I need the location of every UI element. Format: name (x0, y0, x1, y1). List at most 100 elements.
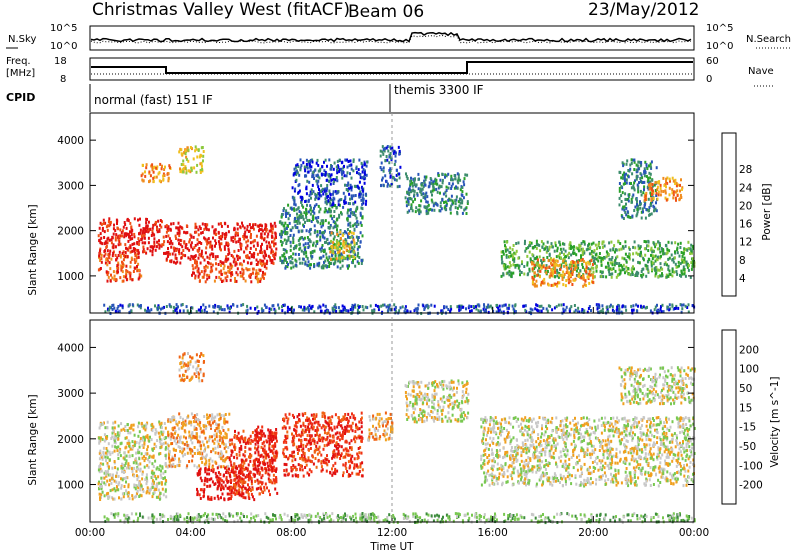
power-echo-cell (178, 150, 180, 153)
velocity-echo-cell (119, 450, 121, 453)
power-echo-cell (209, 246, 211, 249)
power-echo-cell (534, 264, 536, 267)
power-echo-cell (221, 225, 223, 228)
power-echo-cell (679, 190, 681, 193)
power-echo-cell (436, 183, 438, 186)
power-echo-cell (439, 185, 441, 188)
power-echo-cell (524, 240, 526, 243)
power-echo-cell (631, 215, 633, 218)
power-echo-cell (608, 253, 610, 256)
velocity-echo-cell (165, 479, 167, 482)
power-echo-cell (308, 260, 310, 263)
power-echo-cell (152, 250, 154, 253)
power-echo-cell (417, 308, 419, 311)
power-echo-cell (285, 215, 287, 218)
power-echo-cell (337, 225, 339, 228)
power-echo-cell (588, 282, 590, 285)
power-echo-cell (566, 306, 568, 309)
power-echo-cell (302, 206, 304, 209)
power-echo-cell (422, 188, 424, 191)
power-echo-cell (253, 245, 255, 248)
power-echo-cell (129, 277, 131, 280)
power-echo-cell (186, 224, 188, 227)
power-echo-cell (240, 275, 242, 278)
power-echo-cell (632, 259, 634, 262)
velocity-echo-cell (187, 444, 189, 447)
power-echo-cell (146, 218, 148, 221)
power-echo-cell (319, 208, 321, 211)
power-echo-cell (159, 230, 161, 233)
power-echo-cell (129, 222, 131, 225)
power-echo-cell (621, 305, 623, 308)
power-echo-cell (635, 303, 637, 306)
nsky-tick-bottom: 10^0 (50, 41, 77, 52)
power-echo-cell (180, 257, 182, 260)
power-echo-cell (297, 222, 299, 225)
power-echo-cell (546, 256, 548, 259)
velocity-echo-cell (203, 450, 205, 453)
power-echo-cell (292, 265, 294, 268)
power-echo-cell (304, 262, 306, 265)
velocity-echo-cell (191, 459, 193, 462)
power-echo-cell (664, 252, 666, 255)
velocity-echo-cell (162, 488, 164, 491)
power-echo-cell (439, 209, 441, 212)
power-echo-cell (562, 260, 564, 263)
velocity-echo-cell (115, 481, 117, 484)
power-echo-cell (183, 167, 185, 170)
power-echo-cell (394, 150, 396, 153)
power-echo-cell (129, 238, 131, 241)
power-echo-cell (119, 304, 121, 307)
power-echo-cell (548, 304, 550, 307)
power-echo-cell (463, 196, 465, 199)
power-echo-cell (590, 274, 592, 277)
power-echo-cell (178, 222, 180, 225)
power-echo-cell (277, 304, 279, 307)
power-echo-cell (200, 171, 202, 174)
power-echo-cell (317, 230, 319, 233)
power-echo-cell (342, 259, 344, 262)
power-echo-cell (328, 190, 330, 193)
power-echo-cell (624, 176, 626, 179)
power-echo-cell (423, 196, 425, 199)
power-echo-cell (163, 236, 165, 239)
velocity-echo-cell (100, 423, 102, 426)
power-echo-cell (592, 267, 594, 270)
power-echo-cell (200, 242, 202, 245)
power-echo-cell (645, 208, 647, 211)
power-echo-cell (300, 306, 302, 309)
power-echo-cell (134, 254, 136, 257)
power-echo-cell (601, 304, 603, 307)
power-echo-cell (682, 255, 684, 258)
velocity-echo-cell (171, 433, 173, 436)
power-echo-cell (298, 219, 300, 222)
power-echo-cell (579, 246, 581, 249)
power-echo-cell (321, 165, 323, 168)
power-echo-cell (312, 184, 314, 187)
power-echo-cell (452, 202, 454, 205)
velocity-echo-cell (160, 473, 162, 476)
velocity-echo-cell (148, 456, 150, 459)
velocity-echo-cell (164, 470, 166, 473)
power-echo-cell (597, 260, 599, 263)
freq-unit-label: [MHz] (6, 68, 35, 79)
power-echo-cell (215, 276, 217, 279)
velocity-echo-cell (129, 431, 131, 434)
power-echo-cell (348, 160, 350, 163)
power-echo-cell (616, 255, 618, 258)
power-echo-cell (195, 145, 197, 148)
power-echo-cell (573, 279, 575, 282)
power-echo-cell (201, 146, 203, 149)
power-echo-cell (571, 264, 573, 267)
power-echo-cell (308, 309, 310, 312)
power-echo-cell (637, 161, 639, 164)
power-echo-cell (621, 265, 623, 268)
power-echo-cell (646, 306, 648, 309)
power-echo-cell (342, 265, 344, 268)
power-echo-cell (541, 240, 543, 243)
power-echo-cell (285, 209, 287, 212)
power-echo-cell (467, 200, 469, 203)
power-echo-cell (680, 178, 682, 181)
power-echo-cell (524, 250, 526, 253)
velocity-echo-cell (139, 446, 141, 449)
